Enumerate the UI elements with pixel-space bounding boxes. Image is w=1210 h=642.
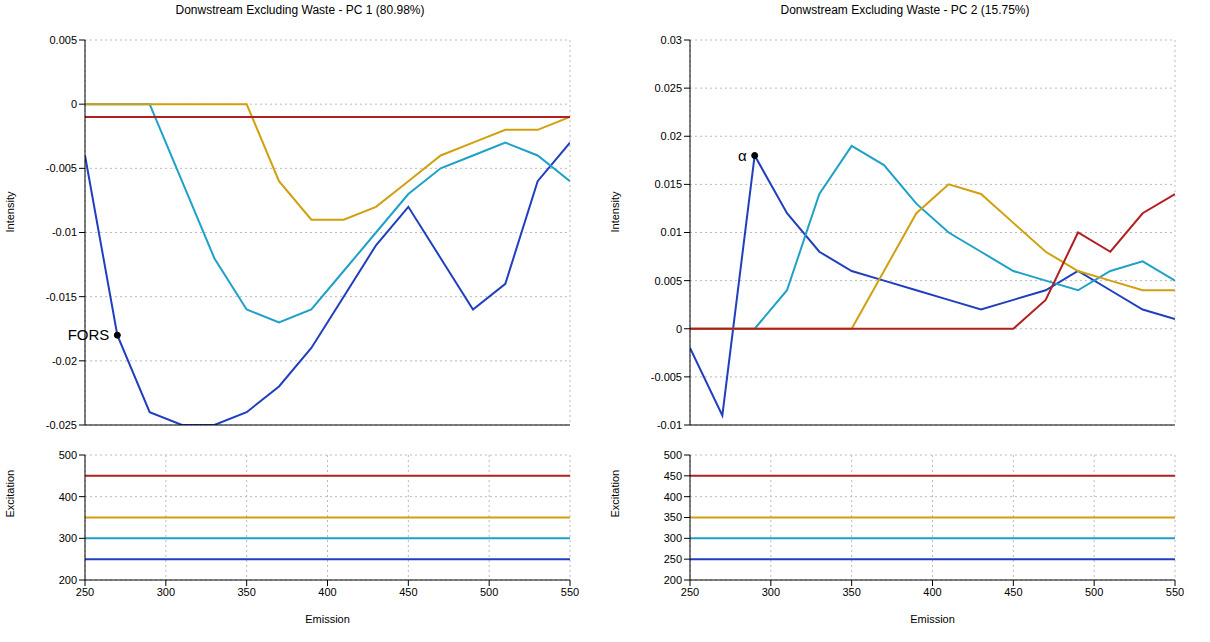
svg-text:0.005: 0.005 [654,275,682,287]
svg-text:500: 500 [480,586,498,598]
svg-text:250: 250 [664,553,682,565]
svg-text:350: 350 [842,586,860,598]
svg-text:400: 400 [318,586,336,598]
svg-text:Intensity: Intensity [609,191,621,232]
svg-text:0: 0 [676,323,682,335]
svg-text:0.015: 0.015 [654,178,682,190]
svg-text:350: 350 [237,586,255,598]
svg-text:0.005: 0.005 [49,34,77,46]
svg-text:450: 450 [399,586,417,598]
svg-text:400: 400 [923,586,941,598]
svg-text:0.02: 0.02 [661,130,682,142]
svg-text:Emission: Emission [910,613,955,625]
svg-text:-0.02: -0.02 [52,355,77,367]
svg-text:300: 300 [664,532,682,544]
svg-text:Emission: Emission [305,613,350,625]
svg-text:Excitation: Excitation [609,470,621,518]
svg-text:0.01: 0.01 [661,226,682,238]
svg-text:200: 200 [59,574,77,586]
svg-text:FORS: FORS [68,326,110,343]
svg-text:400: 400 [59,491,77,503]
svg-text:0.03: 0.03 [661,34,682,46]
svg-text:Excitation: Excitation [4,470,16,518]
svg-text:0.025: 0.025 [654,82,682,94]
svg-text:450: 450 [664,470,682,482]
svg-text:450: 450 [1004,586,1022,598]
svg-text:Intensity: Intensity [4,191,16,232]
svg-text:-0.01: -0.01 [52,226,77,238]
svg-text:200: 200 [664,574,682,586]
svg-text:500: 500 [59,450,77,461]
svg-text:500: 500 [664,450,682,461]
svg-text:300: 300 [59,532,77,544]
svg-text:-0.025: -0.025 [46,419,77,431]
svg-text:-0.01: -0.01 [657,419,682,431]
svg-text:0: 0 [71,98,77,110]
svg-text:α: α [738,147,747,164]
html-text:Donwstream Excluding Waste - P: Donwstream Excluding Waste - PC 1 (80.98… [175,3,425,17]
html-text:Donwstream Excluding Waste - P: Donwstream Excluding Waste - PC 2 (15.75… [780,3,1030,17]
svg-text:250: 250 [681,586,699,598]
svg-text:300: 300 [157,586,175,598]
svg-text:250: 250 [76,586,94,598]
svg-text:550: 550 [561,586,579,598]
svg-text:-0.015: -0.015 [46,291,77,303]
svg-text:300: 300 [762,586,780,598]
svg-text:550: 550 [1166,586,1184,598]
svg-text:350: 350 [664,511,682,523]
svg-text:-0.005: -0.005 [46,162,77,174]
svg-text:400: 400 [664,491,682,503]
svg-text:-0.005: -0.005 [651,371,682,383]
svg-text:500: 500 [1085,586,1103,598]
